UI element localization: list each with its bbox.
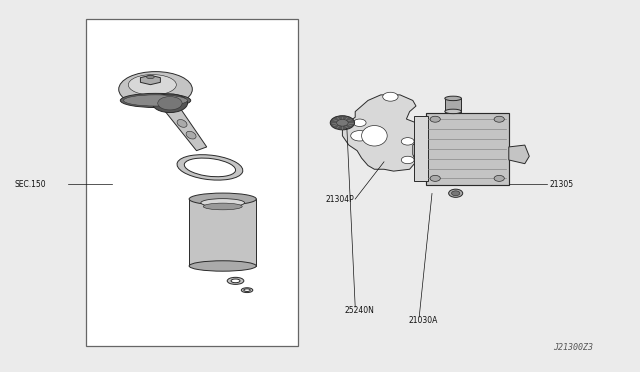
Ellipse shape bbox=[118, 71, 192, 107]
Ellipse shape bbox=[204, 203, 242, 210]
Ellipse shape bbox=[330, 116, 355, 130]
Ellipse shape bbox=[231, 279, 240, 283]
Ellipse shape bbox=[445, 109, 461, 114]
Ellipse shape bbox=[184, 158, 236, 177]
Ellipse shape bbox=[494, 176, 504, 182]
Polygon shape bbox=[140, 75, 161, 85]
Ellipse shape bbox=[401, 138, 414, 145]
Ellipse shape bbox=[430, 116, 440, 122]
Ellipse shape bbox=[241, 288, 253, 292]
Ellipse shape bbox=[201, 199, 244, 207]
Ellipse shape bbox=[430, 176, 440, 182]
Bar bbox=[189, 199, 256, 266]
Ellipse shape bbox=[158, 97, 182, 110]
Ellipse shape bbox=[128, 74, 177, 95]
Ellipse shape bbox=[494, 116, 504, 122]
Ellipse shape bbox=[177, 119, 187, 127]
Ellipse shape bbox=[124, 95, 188, 106]
Ellipse shape bbox=[227, 277, 244, 284]
Ellipse shape bbox=[189, 193, 256, 205]
Polygon shape bbox=[164, 107, 207, 151]
Ellipse shape bbox=[449, 189, 463, 198]
Text: 21305: 21305 bbox=[549, 180, 573, 189]
Ellipse shape bbox=[362, 126, 387, 146]
Ellipse shape bbox=[337, 119, 348, 126]
Ellipse shape bbox=[353, 119, 366, 126]
Ellipse shape bbox=[186, 131, 196, 139]
Bar bbox=[414, 116, 428, 182]
Text: J21300Z3: J21300Z3 bbox=[553, 343, 593, 352]
Polygon shape bbox=[509, 145, 529, 164]
Ellipse shape bbox=[351, 131, 369, 141]
Bar bbox=[86, 19, 298, 346]
Ellipse shape bbox=[177, 155, 243, 180]
Ellipse shape bbox=[120, 93, 191, 108]
Ellipse shape bbox=[401, 156, 414, 164]
Ellipse shape bbox=[152, 94, 188, 113]
Text: SEC.150: SEC.150 bbox=[14, 180, 45, 189]
Ellipse shape bbox=[445, 96, 461, 101]
Text: 25240N: 25240N bbox=[344, 306, 374, 315]
Bar bbox=[445, 98, 461, 112]
Ellipse shape bbox=[147, 75, 154, 78]
Ellipse shape bbox=[451, 191, 460, 196]
Ellipse shape bbox=[383, 92, 398, 101]
Bar bbox=[426, 112, 509, 185]
Ellipse shape bbox=[189, 261, 256, 271]
Ellipse shape bbox=[244, 289, 250, 292]
Text: 21304P: 21304P bbox=[325, 195, 354, 203]
Text: 21030A: 21030A bbox=[408, 316, 438, 325]
Polygon shape bbox=[342, 95, 422, 171]
